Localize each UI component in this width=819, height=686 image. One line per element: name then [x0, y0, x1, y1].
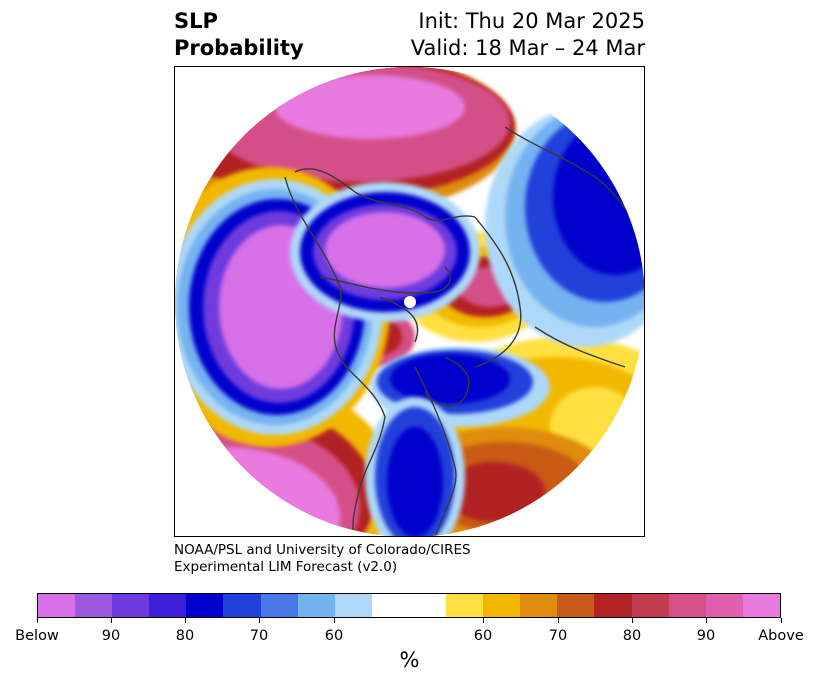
valid-range: Valid: 18 Mar – 24 Mar [410, 36, 645, 60]
colorbar-tick-mark [333, 618, 335, 623]
colorbar-tick-label: 90 [101, 628, 121, 644]
colorbar-segment [446, 594, 484, 617]
colorbar-segment [223, 594, 261, 617]
colorbar-segment [631, 594, 669, 617]
colorbar-segment [260, 594, 298, 617]
colorbar-segment [38, 594, 76, 617]
credit-line2: Experimental LIM Forecast (v2.0) [174, 559, 398, 575]
colorbar-tick-label: Below [15, 628, 59, 644]
colorbar-tick-mark [184, 618, 186, 623]
north-pole-mask [404, 296, 416, 308]
colorbar-tick-label: 60 [473, 628, 493, 644]
colorbar-tick-mark [258, 618, 260, 623]
colorbar-segment [483, 594, 521, 617]
colorbar-tick-mark [631, 618, 633, 623]
chart-title: SLP Probability [174, 8, 304, 62]
colorbar-segment [334, 594, 372, 617]
colorbar-tick-mark [780, 618, 782, 623]
title-variable: SLP [174, 9, 218, 33]
colorbar-segment [112, 594, 150, 617]
colorbar-tick-label: Above [758, 628, 804, 644]
title-type: Probability [174, 36, 304, 60]
colorbar-segment [520, 594, 558, 617]
polar-map [174, 66, 645, 537]
colorbar-unit-label: % [399, 648, 420, 672]
colorbar [37, 593, 781, 618]
colorbar-segment [594, 594, 632, 617]
colorbar-tick-mark [557, 618, 559, 623]
colorbar-tick-label: 80 [175, 628, 195, 644]
colorbar-segment [75, 594, 113, 617]
colorbar-tick-mark [110, 618, 112, 623]
colorbar-tick-label: 70 [548, 628, 568, 644]
colorbar-segment [557, 594, 595, 617]
colorbar-tick-mark [482, 618, 484, 623]
colorbar-tick-label: 80 [622, 628, 642, 644]
credit-text: NOAA/PSL and University of Colorado/CIRE… [174, 542, 471, 576]
colorbar-segment [186, 594, 224, 617]
eastern-us-below [365, 397, 465, 536]
colorbar-tick-label: 90 [696, 628, 716, 644]
colorbar-segment [371, 594, 447, 617]
colorbar-segment [742, 594, 780, 617]
chart-dates: Init: Thu 20 Mar 2025 Valid: 18 Mar – 24… [411, 8, 645, 62]
colorbar-segment [149, 594, 187, 617]
colorbar-segment [705, 594, 743, 617]
eurasia-below [485, 107, 644, 347]
colorbar-segment [297, 594, 335, 617]
colorbar-tick-label: 60 [324, 628, 344, 644]
colorbar-tick-mark [36, 618, 38, 623]
colorbar-tick-label: 70 [249, 628, 269, 644]
colorbar-segment [668, 594, 706, 617]
init-date: Init: Thu 20 Mar 2025 [418, 9, 645, 33]
colorbar-tick-mark [705, 618, 707, 623]
probability-field [175, 67, 644, 536]
credit-line1: NOAA/PSL and University of Colorado/CIRE… [174, 542, 471, 558]
